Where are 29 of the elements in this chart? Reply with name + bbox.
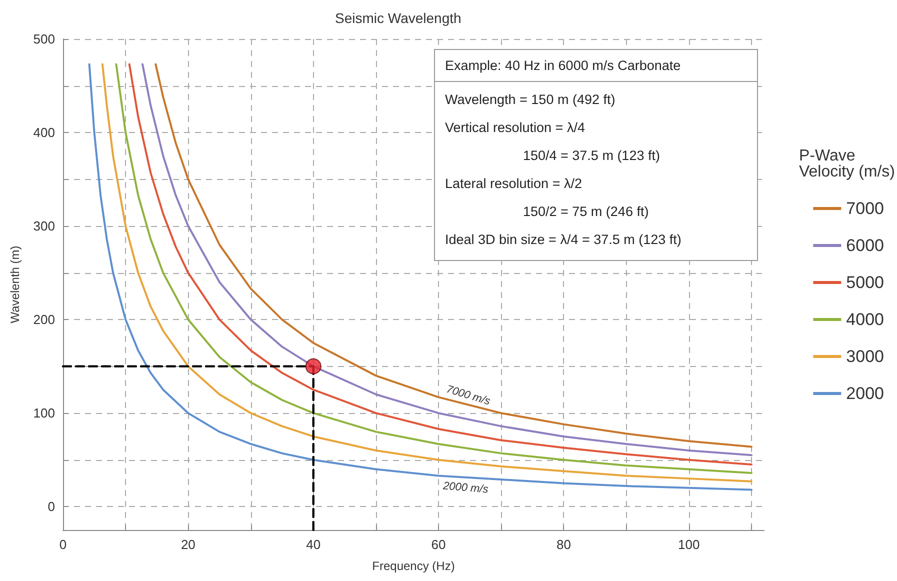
annotation: Lateral resolution = λ/2 150/2 = 75 m (246 ft) [444, 175, 650, 221]
legend-label: 7000 [846, 199, 884, 218]
y-tick-label: 100 [33, 406, 55, 421]
y-tick-label: 400 [33, 125, 55, 140]
legend-title: P-Wave Velocity (m/s) [798, 148, 895, 180]
annotation: 2000 m/s [442, 480, 490, 496]
x-tick-label: 20 [180, 537, 196, 552]
x-axis-title: Frequency (Hz) [372, 559, 455, 573]
y-tick-label: 0 [48, 499, 55, 514]
chart-title: Seismic Wavelength [335, 10, 462, 26]
legend-label: 2000 [846, 384, 884, 403]
x-tick-label: 80 [556, 537, 571, 552]
y-tick-label: 200 [33, 312, 55, 328]
y-axis-title: Wavelenth (m) [8, 246, 22, 324]
legend-label: 6000 [846, 236, 884, 255]
legend-label: 5000 [846, 273, 884, 292]
x-tick-label: 40 [306, 537, 321, 552]
legend-label: 4000 [846, 310, 884, 329]
y-tick-label: 300 [33, 218, 55, 234]
legend-label: 3000 [846, 347, 884, 366]
x-tick-label: 100 [678, 537, 700, 552]
y-tick-label: 500 [33, 32, 55, 46]
annotation: Vertical resolution = λ/4 150/4 = 37.5 m (123 ft) [444, 119, 661, 165]
annotation: 7000 m/s [444, 383, 492, 408]
x-tick-label: 60 [431, 537, 446, 552]
annotation: Wavelength = 150 m (492 ft) [444, 91, 616, 109]
annotation: Example: 40 Hz in 6000 m/s Carbonate [435, 50, 757, 82]
annotation: Ideal 3D bin size = λ/4 = 37.5 m (123 ft) [444, 231, 682, 249]
x-tick-label: 0 [59, 537, 67, 552]
